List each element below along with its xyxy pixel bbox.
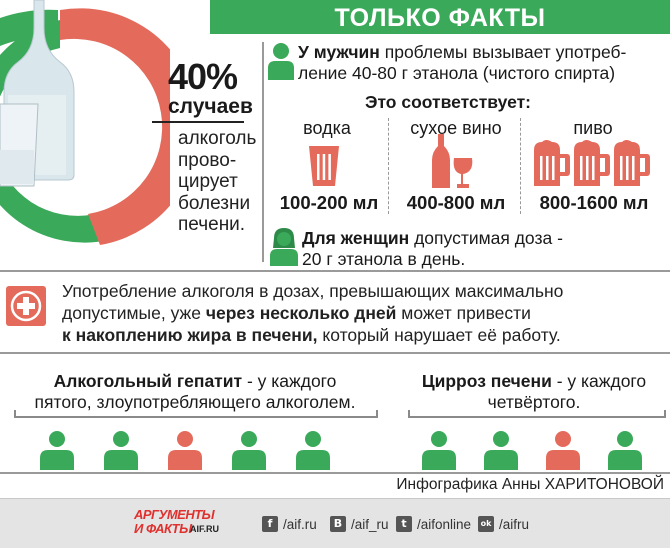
drink-amount-vodka: 100-200 мл (279, 192, 379, 213)
hepatitis-bracket (14, 410, 378, 418)
logo-line1[interactable]: АРГУМЕНТЫ (134, 507, 215, 522)
cirrhosis-text: Цирроз печени - у каждого четвёртого. (421, 371, 647, 412)
medical-plus-icon (6, 286, 46, 326)
stat-description: алкоголь прово- цирует болезни печени. (178, 128, 257, 235)
vk-icon: В (330, 516, 346, 532)
divider-bottom (0, 472, 670, 474)
person-icon-green (608, 431, 642, 470)
social-twitter-link[interactable]: t /aifonline (396, 515, 471, 533)
person-icon-green (40, 431, 74, 470)
drink-amount-beer: 800-1600 мл (539, 192, 649, 213)
wine-icon (432, 134, 473, 188)
beer-mugs-icon (534, 140, 650, 186)
stat-percent: 40% (168, 56, 238, 97)
woman-icon (270, 228, 298, 266)
person-icon-red (168, 431, 202, 470)
divider-top (0, 270, 670, 272)
person-icon-green (296, 431, 330, 470)
drink-name-beer: пиво (573, 118, 613, 138)
divider-middle (0, 352, 670, 354)
person-icon-red (546, 431, 580, 470)
cirrhosis-bracket (408, 410, 666, 418)
men-text: У мужчин проблемы вызывает употреб- лени… (298, 42, 627, 83)
logo-line2[interactable]: И ФАКТЫ (134, 521, 192, 536)
header-bar: ТОЛЬКО ФАКТЫ (210, 0, 670, 34)
logo-domain[interactable]: AIF.RU (190, 524, 219, 534)
social-odnoklassniki-link[interactable]: ok /aifru (478, 515, 529, 533)
person-icon-green (484, 431, 518, 470)
drink-amount-wine: 400-800 мл (406, 192, 506, 213)
person-icon-green (422, 431, 456, 470)
social-vk-link[interactable]: В /aif_ru (330, 515, 389, 533)
donut-red-segment (60, 8, 170, 245)
drink-divider-1 (388, 118, 389, 214)
odnoklassniki-icon: ok (478, 516, 494, 532)
vodka-glass-icon (309, 146, 339, 186)
donut-chart-with-bottle (0, 0, 170, 245)
facebook-icon: f (262, 516, 278, 532)
drink-name-wine: сухое вино (410, 118, 502, 138)
credit-divider (0, 498, 670, 499)
hepatitis-text: Алкогольный гепатит - у каждого пятого, … (34, 371, 356, 412)
pointer-line (152, 121, 244, 123)
credit-text: Инфографика Анны ХАРИТОНОВОЙ (396, 476, 664, 493)
correspond-title: Это соответствует: (365, 92, 531, 112)
drink-divider-2 (520, 118, 521, 214)
header-title: ТОЛЬКО ФАКТЫ (334, 4, 546, 32)
social-facebook-link[interactable]: f /aif.ru (262, 515, 317, 533)
person-icon-green (232, 431, 266, 470)
warning-text: Употребление алкоголя в дозах, превышающ… (62, 281, 564, 345)
man-icon (268, 42, 294, 80)
section-divider (262, 42, 264, 262)
person-icon-green (104, 431, 138, 470)
twitter-icon: t (396, 516, 412, 532)
stat-sub: случаев (168, 95, 253, 118)
women-text: Для женщин допустимая доза - 20 г этанол… (302, 228, 563, 269)
drink-name-vodka: водка (303, 118, 351, 138)
